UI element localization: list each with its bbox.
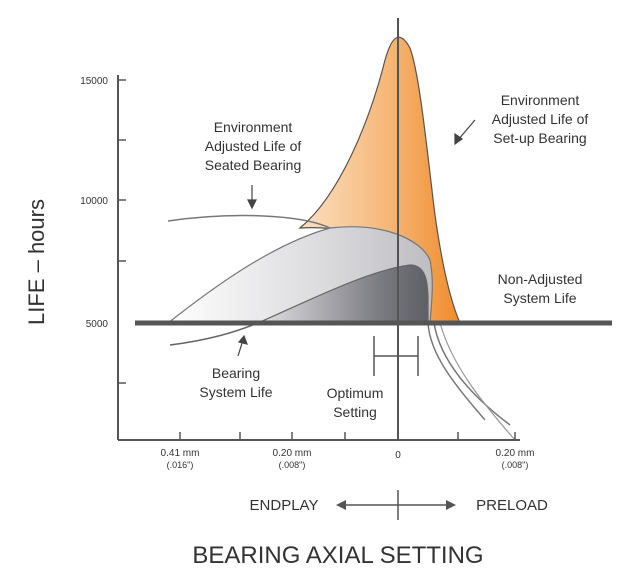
x-tick-label-041: 0.41 mm xyxy=(161,448,200,459)
svg-text:System Life: System Life xyxy=(199,384,272,400)
svg-text:Non-Adjusted: Non-Adjusted xyxy=(498,271,583,287)
annotation-arrows xyxy=(237,119,476,357)
y-tick-label-10000: 10000 xyxy=(80,196,108,207)
x-axis-label: BEARING AXIAL SETTING xyxy=(192,542,483,569)
curve-tail-1 xyxy=(427,322,486,421)
seated-bearing-top-line xyxy=(167,214,331,229)
direction-indicator xyxy=(336,490,456,520)
svg-text:System Life: System Life xyxy=(503,290,576,306)
y-axis-label: LIFE – hours xyxy=(24,199,49,325)
x-tick-sub-020-left: (.008") xyxy=(279,460,306,470)
non-adjusted-annotation: Non-Adjusted System Life xyxy=(498,271,583,306)
curve-tail-3 xyxy=(439,322,516,441)
optimum-setting-bracket xyxy=(373,336,419,376)
y-tick-label-15000: 15000 xyxy=(80,76,108,87)
x-tick-sub-020-right: (.008") xyxy=(502,460,529,470)
seated-bearing-annotation: Environment Adjusted Life of Seated Bear… xyxy=(205,119,302,173)
optimum-setting-annotation: Optimum Setting xyxy=(327,385,384,420)
svg-text:Set-up Bearing: Set-up Bearing xyxy=(493,130,586,146)
bearing-system-curve xyxy=(257,264,429,324)
x-tick-label-0: 0 xyxy=(395,450,401,461)
x-tick-label-020-right: 0.20 mm xyxy=(496,448,535,459)
bearing-system-annotation: Bearing System Life xyxy=(199,365,272,400)
preload-label: PRELOAD xyxy=(476,497,548,514)
svg-text:Setting: Setting xyxy=(333,404,377,420)
y-tick-label-5000: 5000 xyxy=(86,319,109,330)
x-tick-label-020-left: 0.20 mm xyxy=(273,448,312,459)
endplay-label: ENDPLAY xyxy=(250,497,319,514)
svg-text:Bearing: Bearing xyxy=(212,365,260,381)
bearing-system-tail-left xyxy=(169,322,259,346)
x-tick-sub-041: (.016") xyxy=(167,460,194,470)
svg-text:Seated Bearing: Seated Bearing xyxy=(205,157,302,173)
curve-tail-2 xyxy=(433,322,511,426)
setup-bearing-annotation: Environment Adjusted Life of Set-up Bear… xyxy=(492,92,589,146)
svg-text:Optimum: Optimum xyxy=(327,385,384,401)
svg-text:Adjusted Life of: Adjusted Life of xyxy=(492,111,589,127)
svg-text:Environment: Environment xyxy=(501,92,580,108)
svg-text:Environment: Environment xyxy=(214,119,293,135)
svg-text:Adjusted Life of: Adjusted Life of xyxy=(205,138,302,154)
